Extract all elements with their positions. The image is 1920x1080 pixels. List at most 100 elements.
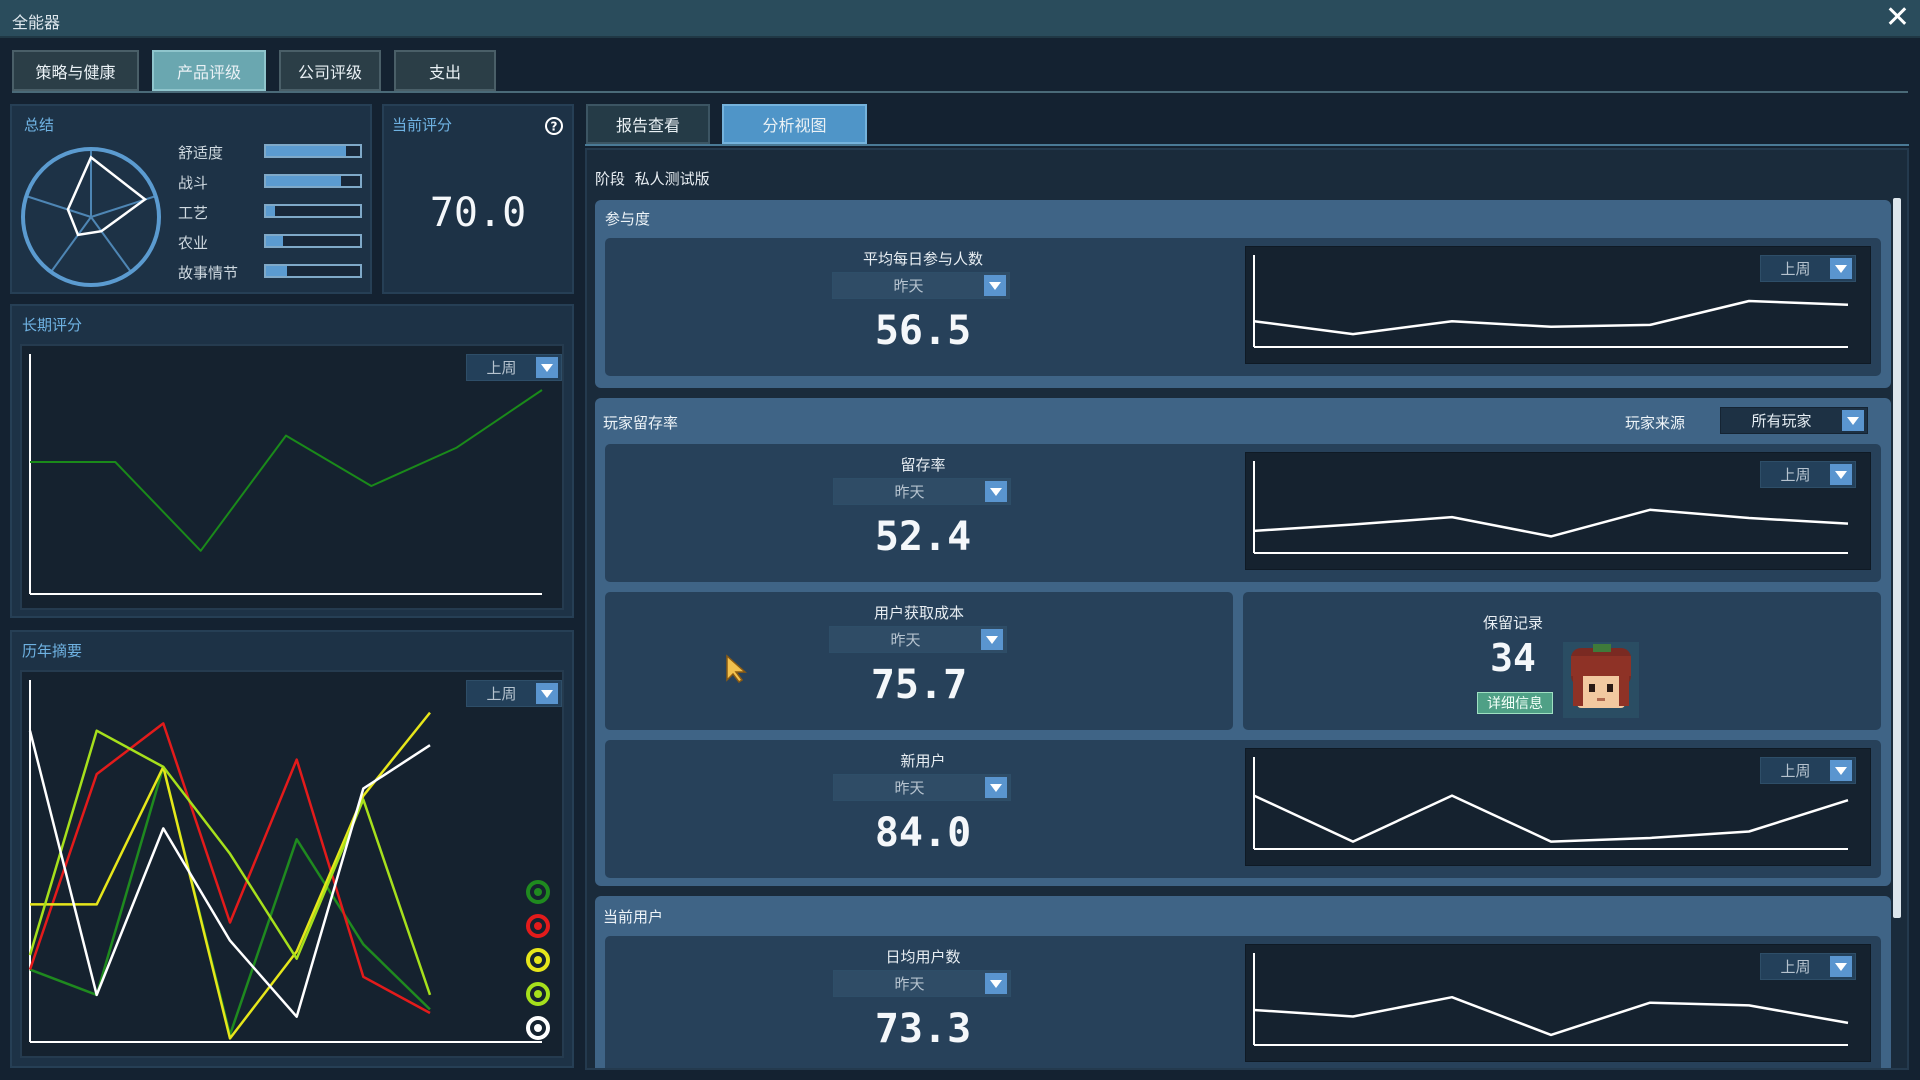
- summary-bar-label: 故事情节: [178, 264, 239, 282]
- chevron-down-icon: [1830, 258, 1852, 279]
- legend-toggle-1[interactable]: [526, 914, 550, 938]
- metric-period-dropdown[interactable]: 昨天: [833, 970, 1011, 997]
- summary-bar-fill: [266, 266, 287, 276]
- tab-label: 产品评级: [176, 62, 241, 82]
- tab-product-rating[interactable]: 产品评级: [152, 50, 266, 91]
- engagement-chart: [1253, 255, 1849, 348]
- radar-chart: [21, 147, 161, 287]
- legend-dot-icon: [534, 956, 542, 964]
- summary-bar-fill: [266, 176, 342, 186]
- metric-period-dropdown[interactable]: 昨天: [833, 478, 1011, 505]
- tab-report-view[interactable]: 报告查看: [586, 104, 710, 144]
- chevron-down-icon: [1830, 464, 1852, 485]
- stage-label: 阶段: [595, 170, 626, 188]
- metric-period-dropdown[interactable]: 昨天: [833, 774, 1011, 801]
- metric-chart-box: 上周: [1245, 452, 1871, 570]
- tab-analysis-view[interactable]: 分析视图: [722, 104, 867, 144]
- series-line-3: [28, 729, 432, 996]
- long-term-chart: [29, 354, 543, 595]
- tab-label: 分析视图: [762, 116, 827, 135]
- series-line-1: [28, 722, 431, 1015]
- legend-toggle-3[interactable]: [526, 982, 550, 1006]
- chevron-down-icon: [985, 973, 1007, 994]
- tab-label: 报告查看: [615, 116, 680, 135]
- chevron-down-icon: [1830, 956, 1852, 977]
- source-label: 玩家来源: [1625, 414, 1686, 432]
- details-button[interactable]: 详细信息: [1477, 692, 1553, 714]
- history-period-dropdown[interactable]: 上周: [466, 680, 562, 707]
- close-icon[interactable]: ✕: [1884, 0, 1910, 35]
- chart-period-dropdown[interactable]: 上周: [1760, 255, 1856, 282]
- engagement-section: 参与度 平均每日参与人数 昨天 56.5 上周: [595, 200, 1891, 388]
- series-line-0: [1253, 508, 1849, 538]
- metric-value: 84.0: [874, 810, 972, 856]
- character-portrait-icon: [1563, 642, 1639, 718]
- chevron-down-icon: [1830, 760, 1852, 781]
- mouse-cursor-icon: [726, 654, 747, 684]
- legend-dot-icon: [534, 990, 542, 998]
- dropdown-value: 上周: [1780, 762, 1811, 780]
- records-card: 保留记录 34 详细信息: [1243, 592, 1881, 730]
- long-term-period-dropdown[interactable]: 上周: [466, 354, 562, 381]
- metric-period-dropdown[interactable]: 昨天: [832, 272, 1010, 299]
- tab-label: 支出: [428, 62, 461, 82]
- dropdown-value: 昨天: [894, 483, 925, 501]
- records-value: 34: [1490, 636, 1536, 680]
- title-bar: 全能器 ✕: [0, 0, 1920, 38]
- dropdown-value: 上周: [1780, 466, 1811, 484]
- metric-value: 52.4: [874, 514, 972, 560]
- series-line-2: [30, 711, 431, 1040]
- chevron-down-icon: [984, 275, 1006, 296]
- svg-text:?: ?: [551, 120, 558, 134]
- long-term-title: 长期评分: [22, 316, 83, 334]
- history-chart-area: 上周: [20, 670, 564, 1058]
- subtab-underline: [585, 144, 1909, 146]
- legend-dot-icon: [534, 888, 542, 896]
- metric-label: 新用户: [900, 752, 946, 770]
- legend-dot-icon: [534, 1024, 542, 1032]
- stage-row: 阶段 私人测试版: [595, 168, 710, 189]
- legend-toggle-0[interactable]: [526, 880, 550, 904]
- dropdown-value: 昨天: [894, 975, 925, 993]
- chart-period-dropdown[interactable]: 上周: [1760, 953, 1856, 980]
- summary-bar: [264, 234, 362, 248]
- summary-bar: [264, 264, 362, 278]
- chevron-down-icon: [1842, 410, 1864, 431]
- new-users-card: 新用户 昨天 84.0 上周: [605, 740, 1881, 878]
- series-line-4: [28, 730, 431, 1018]
- dropdown-value: 上周: [486, 685, 517, 703]
- dau-card: 日均用户数 昨天 73.3 上周: [605, 936, 1881, 1068]
- dau-chart: [1253, 953, 1849, 1046]
- legend-toggle-4[interactable]: [526, 1016, 550, 1040]
- metric-value: 73.3: [874, 1006, 972, 1052]
- metric-chart-box: 上周: [1245, 246, 1871, 364]
- scrollbar[interactable]: [1893, 198, 1901, 918]
- tab-strategy-health[interactable]: 策略与健康: [12, 50, 139, 91]
- current-score-value: 70.0: [429, 190, 527, 236]
- summary-bar-label: 工艺: [178, 204, 209, 222]
- chevron-down-icon: [536, 357, 558, 378]
- legend-toggle-2[interactable]: [526, 948, 550, 972]
- source-dropdown[interactable]: 所有玩家: [1720, 407, 1868, 434]
- history-chart: [28, 680, 542, 1043]
- long-term-chart-area: 上周: [20, 344, 564, 610]
- summary-panel: 总结 舒适度 战斗 工艺 农业 故事情节: [10, 104, 372, 294]
- analysis-frame: 阶段 私人测试版 参与度 平均每日参与人数 昨天 56.5 上周 玩家留存率 玩…: [585, 148, 1909, 1070]
- button-label: 详细信息: [1487, 696, 1543, 712]
- metric-period-dropdown[interactable]: 昨天: [829, 626, 1007, 653]
- records-label: 保留记录: [1482, 614, 1543, 632]
- radar-shape: [66, 155, 148, 237]
- metric-value: 75.7: [870, 662, 968, 708]
- metric-label: 平均每日参与人数: [862, 250, 983, 268]
- chart-period-dropdown[interactable]: 上周: [1760, 757, 1856, 784]
- metric-label: 日均用户数: [885, 948, 961, 966]
- tab-expenses[interactable]: 支出: [394, 50, 496, 91]
- chart-period-dropdown[interactable]: 上周: [1760, 461, 1856, 488]
- tab-company-rating[interactable]: 公司评级: [279, 50, 381, 91]
- retention-section: 玩家留存率 玩家来源 所有玩家 留存率 昨天 52.4 上周 用户获取: [595, 398, 1891, 886]
- dropdown-value: 上周: [1780, 958, 1811, 976]
- question-circle-icon[interactable]: ?: [544, 116, 564, 136]
- summary-bar-fill: [266, 236, 283, 246]
- chevron-down-icon: [985, 481, 1007, 502]
- summary-bar-label: 农业: [178, 234, 209, 252]
